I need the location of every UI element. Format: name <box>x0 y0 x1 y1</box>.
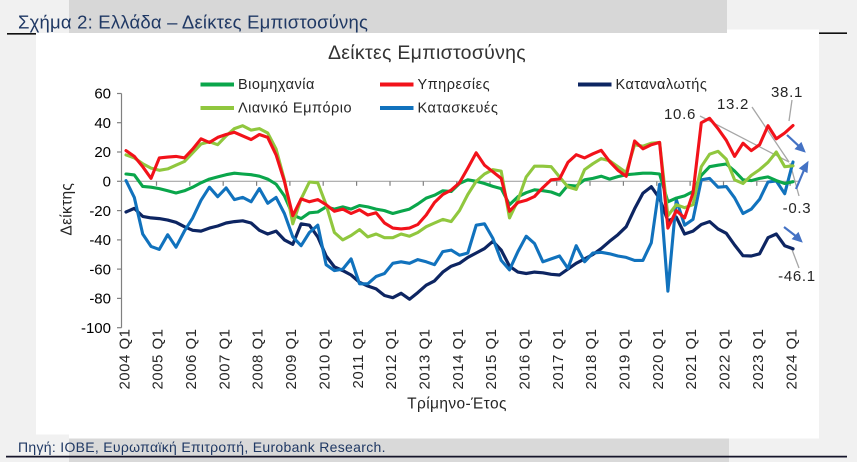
svg-text:2013 Q1: 2013 Q1 <box>417 329 434 390</box>
svg-text:2023 Q1: 2023 Q1 <box>750 329 767 390</box>
svg-text:2020 Q1: 2020 Q1 <box>650 329 667 390</box>
svg-text:Υπηρεσίες: Υπηρεσίες <box>418 77 491 93</box>
svg-text:Πηγή: ΙΟΒΕ, Ευρωπαϊκή Επιτροπή: Πηγή: ΙΟΒΕ, Ευρωπαϊκή Επιτροπή, Eurobank… <box>18 439 386 455</box>
svg-text:2004 Q1: 2004 Q1 <box>116 329 133 390</box>
svg-text:-100: -100 <box>81 320 111 337</box>
svg-text:2006 Q1: 2006 Q1 <box>183 329 200 390</box>
svg-text:-80: -80 <box>89 291 111 308</box>
svg-text:2010 Q1: 2010 Q1 <box>316 329 333 390</box>
svg-text:2016 Q1: 2016 Q1 <box>517 329 534 390</box>
svg-text:2005 Q1: 2005 Q1 <box>150 329 167 390</box>
svg-text:2009 Q1: 2009 Q1 <box>283 329 300 390</box>
svg-text:2017 Q1: 2017 Q1 <box>550 329 567 390</box>
svg-text:-46.1: -46.1 <box>778 268 816 285</box>
svg-text:2008 Q1: 2008 Q1 <box>250 329 267 390</box>
svg-text:60: 60 <box>94 86 111 103</box>
svg-text:20: 20 <box>94 144 111 161</box>
svg-text:2018 Q1: 2018 Q1 <box>583 329 600 390</box>
svg-text:2007 Q1: 2007 Q1 <box>216 329 233 390</box>
svg-text:Σχήμα 2: Ελλάδα – Δείκτες Εμπι: Σχήμα 2: Ελλάδα – Δείκτες Εμπιστοσύνης <box>18 12 368 33</box>
svg-text:2012 Q1: 2012 Q1 <box>383 329 400 390</box>
svg-text:Δείκτης: Δείκτης <box>59 183 76 236</box>
svg-text:40: 40 <box>94 115 111 132</box>
svg-text:13.2: 13.2 <box>717 96 749 113</box>
svg-text:2015 Q1: 2015 Q1 <box>483 329 500 390</box>
svg-text:2021 Q1: 2021 Q1 <box>683 329 700 390</box>
svg-text:0: 0 <box>103 174 111 191</box>
svg-text:2024 Q1: 2024 Q1 <box>783 329 800 390</box>
svg-text:Λιανικό Εμπόριο: Λιανικό Εμπόριο <box>238 101 352 117</box>
svg-text:Δείκτες Εμπιστοσύνης: Δείκτες Εμπιστοσύνης <box>328 42 526 64</box>
svg-text:-20: -20 <box>89 203 111 220</box>
svg-text:-40: -40 <box>89 232 111 249</box>
svg-text:-60: -60 <box>89 261 111 278</box>
svg-text:Τρίμηνο-Έτος: Τρίμηνο-Έτος <box>407 396 507 413</box>
svg-text:10.6: 10.6 <box>664 106 696 123</box>
svg-text:2022 Q1: 2022 Q1 <box>717 329 734 390</box>
svg-text:2019 Q1: 2019 Q1 <box>617 329 634 390</box>
svg-text:38.1: 38.1 <box>771 84 803 101</box>
svg-text:Κατασκευές: Κατασκευές <box>418 101 499 117</box>
svg-text:Καταναλωτής: Καταναλωτής <box>616 77 708 93</box>
svg-text:2014 Q1: 2014 Q1 <box>450 329 467 390</box>
svg-text:-0.3: -0.3 <box>783 200 812 217</box>
svg-text:2011 Q1: 2011 Q1 <box>350 329 367 389</box>
svg-text:Βιομηχανία: Βιομηχανία <box>238 77 315 93</box>
